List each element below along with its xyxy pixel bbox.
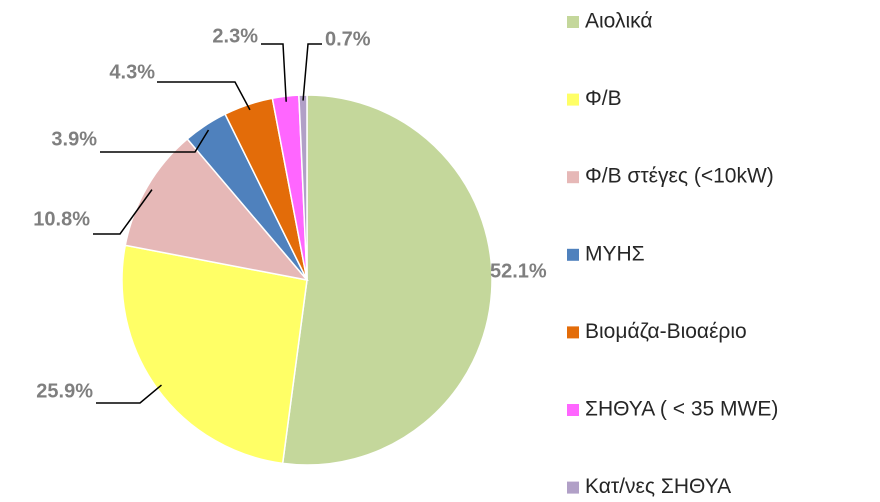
leader-line bbox=[261, 43, 287, 102]
data-label: 0.7% bbox=[325, 28, 371, 50]
legend-label: Βιομάζα-Βιοαέριο bbox=[585, 320, 747, 343]
data-label: 25.9% bbox=[36, 380, 93, 402]
legend-label: ΜΥΗΣ bbox=[585, 242, 645, 265]
legend-swatch bbox=[567, 404, 579, 416]
pie-slice bbox=[121, 244, 308, 465]
leader-line bbox=[157, 81, 251, 111]
data-label: 4.3% bbox=[109, 61, 155, 83]
legend-swatch bbox=[567, 248, 579, 261]
leader-line bbox=[93, 189, 153, 235]
legend-swatch bbox=[567, 481, 579, 494]
legend-label: Φ/Β bbox=[585, 87, 622, 110]
legend-swatch bbox=[567, 16, 579, 28]
data-label: 2.3% bbox=[212, 25, 258, 47]
legend-label: Αιολικά bbox=[585, 10, 653, 33]
legend-label: Κατ/νες ΣΗΘΥΑ bbox=[585, 475, 731, 498]
legend-swatch bbox=[567, 93, 579, 106]
legend-label: Φ/Β στέγες (<10kW) bbox=[585, 165, 774, 188]
legend-swatch bbox=[567, 171, 579, 184]
leader-line bbox=[100, 129, 210, 153]
legend-label: ΣΗΘΥΑ ( < 35 MWE) bbox=[585, 398, 778, 421]
data-label: 3.9% bbox=[51, 128, 97, 150]
leader-line bbox=[96, 384, 162, 404]
legend-swatch bbox=[567, 326, 579, 339]
leader-line bbox=[302, 43, 322, 101]
pie-slice bbox=[124, 137, 309, 282]
data-label: 52.1% bbox=[490, 260, 547, 282]
data-label: 10.8% bbox=[33, 208, 90, 230]
pie-slice bbox=[281, 94, 493, 466]
